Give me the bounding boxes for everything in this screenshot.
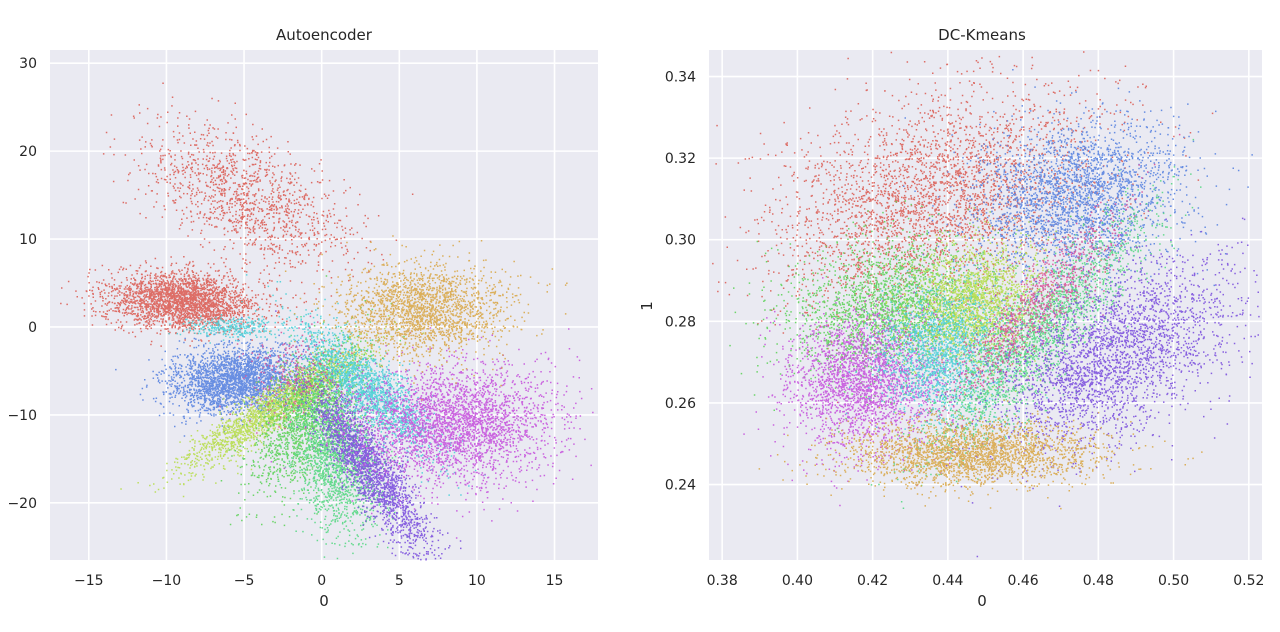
x-axis-label: 0: [319, 592, 329, 610]
chart-title: Autoencoder: [276, 26, 373, 44]
x-tick-label: 0.42: [857, 573, 888, 589]
x-tick-label: 15: [546, 573, 564, 589]
dc-kmeans-chart: DC-Kmeans 0.38 0.40 0.42 0.44 0.46 0.48 0.50 0.…: [638, 26, 1264, 610]
y-tick-label: 10: [19, 232, 37, 248]
cluster-points: [268, 327, 594, 539]
cluster-points: [60, 256, 306, 347]
y-tick-label: 0.32: [665, 151, 696, 167]
y-tick-label: 0.24: [665, 478, 696, 494]
cluster-points: [168, 314, 295, 344]
cluster-points: [115, 316, 367, 438]
scatter-points: [60, 82, 594, 561]
cluster-points: [712, 51, 1214, 404]
tick-labels: 0.38 0.40 0.42 0.44 0.46 0.48 0.50 0.52 0.24 0.26…: [665, 70, 1265, 589]
y-tick-label: −20: [7, 496, 37, 512]
x-tick-label: 0: [317, 573, 326, 589]
x-tick-label: −5: [234, 573, 255, 589]
x-axis-label: 0: [977, 592, 987, 610]
chart-title: DC-Kmeans: [938, 26, 1026, 44]
x-tick-label: 0.44: [932, 573, 963, 589]
autoencoder-chart: Autoencoder −15 −10 −5 0 5 10 15−20−100102030 …: [7, 26, 598, 610]
y-tick-label: −10: [7, 408, 37, 424]
x-tick-label: 0.52: [1233, 573, 1264, 589]
tick-labels: −15 −10 −5 0 5 10 15 −20 −10 0 10 20 30: [7, 56, 563, 589]
x-tick-label: 0.40: [782, 573, 813, 589]
y-tick-label: 20: [19, 144, 37, 160]
cluster-points: [743, 277, 995, 507]
y-tick-label: 0.26: [665, 396, 696, 412]
x-tick-label: 5: [395, 573, 404, 589]
x-tick-label: −10: [152, 573, 182, 589]
y-tick-label: 0: [28, 320, 37, 336]
cluster-points: [275, 310, 462, 561]
cluster-points: [758, 398, 1203, 510]
x-tick-label: 0.38: [707, 573, 738, 589]
x-tick-label: −15: [74, 573, 104, 589]
scatter-points: [712, 51, 1260, 558]
cluster-points: [870, 138, 1202, 509]
cluster-points: [269, 235, 568, 401]
y-tick-label: 0.34: [665, 70, 696, 86]
x-tick-label: 0.50: [1158, 573, 1189, 589]
cluster-points: [729, 200, 1083, 433]
x-tick-label: 0.46: [1008, 573, 1039, 589]
cluster-points: [220, 275, 405, 527]
y-tick-label: 0.30: [665, 233, 696, 249]
cluster-points: [845, 258, 1048, 458]
cluster-points: [241, 274, 486, 496]
y-axis-label: 1: [638, 301, 656, 311]
y-tick-label: 30: [19, 56, 37, 72]
y-tick-label: 0.28: [665, 314, 696, 330]
x-tick-label: 0.48: [1083, 573, 1114, 589]
x-tick-label: 10: [468, 573, 486, 589]
